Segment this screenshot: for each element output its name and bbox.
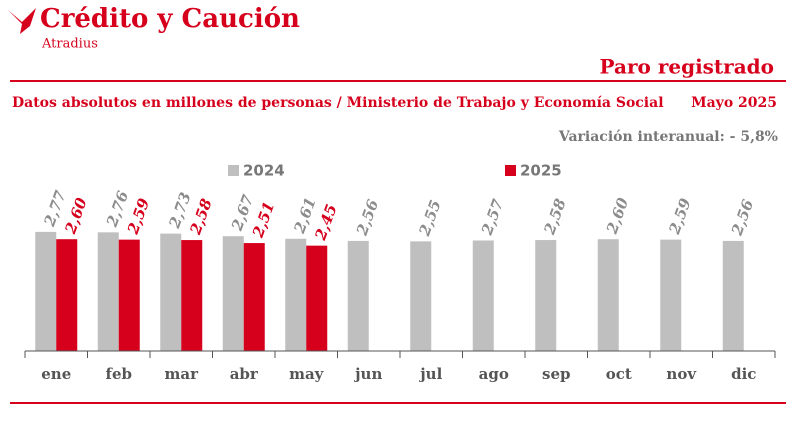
x-tick-label: mar [165,365,200,383]
bar [535,240,557,351]
value-label: 2,60 [603,195,633,237]
bar [410,241,432,351]
bar [97,232,119,351]
bar [181,240,203,351]
value-label: 2,56 [728,197,758,239]
bar [56,239,78,351]
chart-date: Mayo 2025 [691,95,777,111]
value-label: 2,56 [353,197,383,239]
bar [160,233,182,351]
x-tick-label: oct [606,365,632,383]
legend-swatch [228,165,239,176]
value-label: 2,57 [478,196,508,238]
legend-swatch [505,165,516,176]
value-label: 2,58 [540,196,570,238]
logo-icon [8,8,36,34]
bar [118,239,140,351]
x-tick-label: jun [353,365,382,383]
legend-label: 2024 [243,162,285,180]
bar [222,236,244,351]
x-tick-label: nov [666,365,697,383]
annotation: Variación interanual: - 5,8% [558,129,778,145]
bar [472,240,494,351]
bar [660,239,682,351]
brand-sub: Atradius [41,37,98,52]
value-label: 2,59 [665,195,695,237]
bar [722,240,744,351]
bar [306,245,328,351]
chart-subtitle: Datos absolutos en millones de personas … [12,95,664,111]
x-tick-label: feb [106,365,132,383]
bar [243,243,265,351]
x-tick-label: abr [230,365,259,383]
legend-label: 2025 [520,162,562,180]
bar [285,238,307,351]
bar [597,239,619,351]
bar [347,240,369,351]
x-tick-label: jul [418,365,442,383]
x-tick-label: sep [542,365,570,383]
x-tick-label: dic [731,365,756,383]
brand-name: Crédito y Caución [40,4,300,34]
value-label: 2,55 [415,198,445,239]
bar [35,231,57,351]
x-tick-label: may [289,365,325,383]
chart-title: Paro registrado [600,55,774,79]
x-tick-label: ene [41,365,71,383]
x-tick-label: ago [479,365,509,383]
